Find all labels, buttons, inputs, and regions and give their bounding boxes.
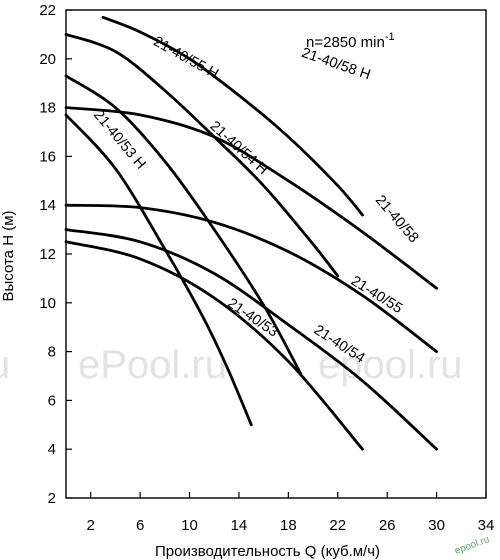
y-tick-label: 20 xyxy=(39,51,56,68)
curve-label-21-40-55: 21-40/55 xyxy=(348,273,405,317)
y-axis-title: Высота H (м) xyxy=(0,211,17,302)
rpm-annotation-main: n=2850 min xyxy=(306,34,385,51)
x-tick-label: 34 xyxy=(478,517,495,534)
x-tick-label: 6 xyxy=(136,517,144,534)
curve-group xyxy=(64,15,438,451)
curve-21-40-53 xyxy=(64,240,364,451)
curve-label-21-40-58: 21-40/58 xyxy=(372,192,422,246)
curve-21-40-54-h xyxy=(64,74,303,375)
curve-label-21-40-54-h: 21-40/54 H xyxy=(207,118,271,178)
x-tick-label: 26 xyxy=(379,517,396,534)
y-tick-label: 10 xyxy=(39,295,56,312)
x-axis-title: Производительность Q (куб.м/ч) xyxy=(155,543,380,560)
curve-label-21-40-53-h: 21-40/53 H xyxy=(90,107,148,172)
x-tick-label: 2 xyxy=(87,517,95,534)
y-tick-label: 8 xyxy=(48,344,56,361)
watermark-center: ePool.ru xyxy=(78,343,227,387)
y-axis-ticks: 22 20 18 16 14 12 10 8 6 4 2 xyxy=(39,2,72,507)
curve-21-40-58 xyxy=(64,106,438,290)
x-axis-ticks: 2 6 10 14 18 22 26 30 34 xyxy=(87,492,495,534)
rpm-annotation: n=2850 min-1 xyxy=(306,31,395,51)
x-tick-label: 18 xyxy=(280,517,297,534)
y-tick-label: 4 xyxy=(48,441,56,458)
x-tick-label: 14 xyxy=(231,517,248,534)
x-tick-label: 10 xyxy=(181,517,198,534)
watermark-corner: epool.ru xyxy=(453,534,491,557)
y-tick-label: 18 xyxy=(39,100,56,117)
curve-21-40-53-h xyxy=(64,113,253,427)
watermark-layer: u ePool.ru epool.ru epool.ru xyxy=(0,343,491,557)
x-tick-label: 30 xyxy=(428,517,445,534)
curve-label-group: 21-40/58 H21-40/55 H21-40/54 H21-40/53 H… xyxy=(90,34,421,367)
y-tick-label: 12 xyxy=(39,246,56,263)
y-tick-label: 16 xyxy=(39,148,56,165)
curve-21-40-55 xyxy=(64,203,438,353)
y-tick-label: 14 xyxy=(39,197,56,214)
y-tick-label: 2 xyxy=(48,490,56,507)
curve-21-40-54 xyxy=(64,228,438,451)
watermark-left: u xyxy=(0,343,10,387)
y-tick-label: 22 xyxy=(39,2,56,19)
y-tick-label: 6 xyxy=(48,392,56,409)
x-tick-label: 22 xyxy=(329,517,346,534)
curve-21-40-58-h xyxy=(101,15,364,217)
rpm-annotation-superscript: -1 xyxy=(385,31,395,43)
curve-label-21-40-55-h: 21-40/55 H xyxy=(151,34,222,83)
